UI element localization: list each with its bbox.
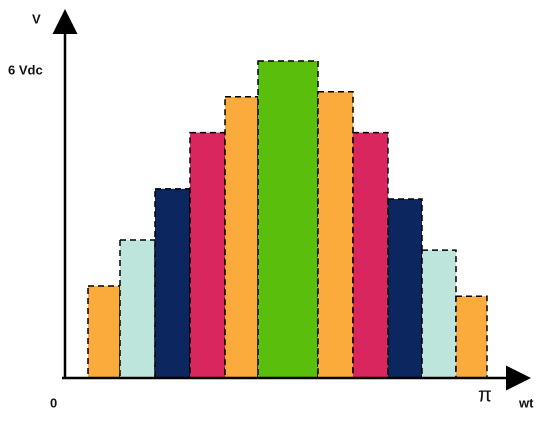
bar — [455, 295, 488, 379]
bar — [189, 131, 226, 379]
bar — [317, 90, 354, 379]
bar — [119, 239, 156, 379]
bar — [154, 188, 191, 379]
x-axis-label: wt — [518, 395, 534, 410]
bar — [257, 60, 319, 379]
bars — [87, 60, 488, 379]
x-start-label: 0 — [50, 395, 57, 410]
bar — [224, 96, 259, 379]
bar — [87, 285, 121, 379]
x-end-label: π — [478, 384, 492, 406]
bar — [421, 249, 457, 379]
bar — [387, 198, 423, 379]
y-axis-label: V — [32, 11, 41, 26]
y-tick-label: 6 Vdc — [8, 63, 43, 78]
bar — [352, 131, 389, 379]
